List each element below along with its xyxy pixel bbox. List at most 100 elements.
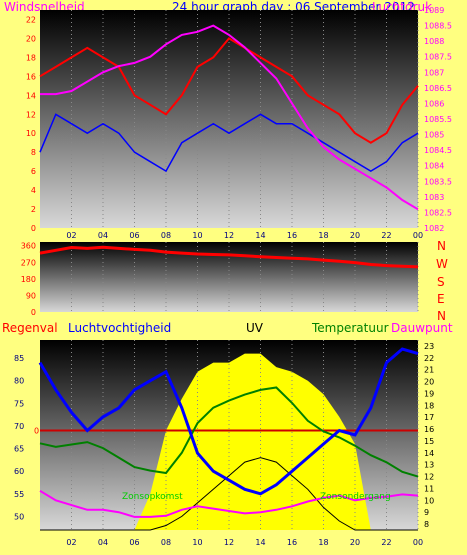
direction-y-tick: 360 — [21, 242, 36, 251]
wind-x-tick: 14 — [255, 231, 265, 240]
wind-x-tick: 22 — [381, 231, 391, 240]
humidity-x-tick: 00 — [413, 538, 423, 547]
wind-avg-line — [39, 113, 419, 173]
temperature-y-tick: 19 — [424, 389, 434, 398]
wind-y-tick: 2 — [31, 205, 36, 214]
uv-label: UV — [246, 321, 263, 335]
humidity-x-tick: 04 — [98, 538, 108, 547]
wind-y-tick: 6 — [31, 167, 36, 176]
temperature-y-tick: 9 — [424, 508, 429, 517]
humidity-x-tick: 20 — [350, 538, 360, 547]
temperature-y-tick: 16 — [424, 425, 434, 434]
wind-y-tick: 22 — [26, 15, 36, 24]
wind-x-tick: 10 — [192, 231, 202, 240]
temperature-line — [39, 386, 419, 478]
direction-letter-e: E — [437, 292, 445, 306]
pressure-y-tick: 1082.5 — [424, 208, 452, 217]
wind-x-tick: 00 — [413, 231, 423, 240]
humidity-y-tick: 50 — [14, 512, 24, 521]
wind-y-tick: 18 — [26, 53, 36, 62]
humidity-x-tick: 22 — [381, 538, 391, 547]
wind-y-tick: 0 — [31, 224, 36, 233]
pressure-y-tick: 1088 — [424, 37, 444, 46]
temperature-y-tick: 8 — [424, 520, 429, 529]
temperature-y-tick: 15 — [424, 437, 434, 446]
humidity-y-tick: 80 — [14, 377, 24, 386]
wind-x-tick: 18 — [318, 231, 328, 240]
humidity-x-tick: 10 — [192, 538, 202, 547]
wind-x-tick: 06 — [129, 231, 139, 240]
wind-y-tick: 16 — [26, 72, 36, 81]
rain-label: Regenval — [2, 321, 58, 335]
pressure-y-tick: 1085 — [424, 131, 444, 140]
temperature-y-tick: 18 — [424, 401, 434, 410]
wind-y-tick: 4 — [31, 186, 36, 195]
temperature-y-tick: 22 — [424, 354, 434, 363]
solar-line — [40, 457, 418, 531]
temperature-label: Temperatuur — [312, 321, 389, 335]
pressure-y-tick: 1086 — [424, 99, 444, 108]
temperature-y-tick: 17 — [424, 413, 434, 422]
direction-y-tick: 0 — [31, 308, 36, 317]
wind-x-tick: 04 — [98, 231, 108, 240]
humidity-x-tick: 02 — [66, 538, 76, 547]
pressure-y-tick: 1084 — [424, 162, 444, 171]
wind-y-tick: 14 — [26, 91, 36, 100]
humidity-y-tick: 55 — [14, 490, 24, 499]
pressure-y-tick: 1083 — [424, 193, 444, 202]
temperature-y-tick: 20 — [424, 378, 434, 387]
pressure-y-tick: 1086.5 — [424, 84, 452, 93]
wind-gust-line — [39, 37, 419, 144]
pressure-y-tick: 1082 — [424, 224, 444, 233]
temperature-y-tick: 14 — [424, 449, 434, 458]
direction-letter-w: W — [436, 257, 448, 271]
humidity-line — [38, 347, 419, 496]
humidity-x-tick: 16 — [287, 538, 297, 547]
direction-plot-area — [40, 242, 418, 312]
wind-x-tick: 20 — [350, 231, 360, 240]
sunset-label: Zonsondergang — [320, 492, 391, 502]
pressure-y-tick: 1087.5 — [424, 53, 452, 62]
pressure-y-tick: 1088.5 — [424, 22, 452, 31]
wind-y-tick: 10 — [26, 129, 36, 138]
direction-letter-n2: N — [437, 309, 446, 323]
humidity-x-tick: 08 — [161, 538, 171, 547]
pressure-y-tick: 1085.5 — [424, 115, 452, 124]
pressure-y-tick: 1084.5 — [424, 146, 452, 155]
humidity-x-tick: 14 — [255, 538, 265, 547]
wind-y-tick: 20 — [26, 34, 36, 43]
dewpoint-label: Dauwpunt — [391, 321, 453, 335]
wind-y-tick: 12 — [26, 110, 36, 119]
sunrise-label: Zonsopkomst — [122, 492, 183, 502]
direction-y-tick: 270 — [21, 258, 36, 267]
pressure-line — [40, 24, 419, 211]
direction-y-tick: 90 — [26, 291, 36, 300]
direction-letter-s: S — [437, 275, 445, 289]
temperature-y-tick: 10 — [424, 496, 434, 505]
wind-x-tick: 16 — [287, 231, 297, 240]
humidity-label: Luchtvochtigheid — [68, 321, 172, 335]
humidity-y-tick: 85 — [14, 354, 24, 363]
direction-letter-n1: N — [437, 239, 446, 253]
humidity-x-tick: 12 — [224, 538, 234, 547]
pressure-y-tick: 1087 — [424, 68, 444, 77]
temperature-y-tick: 12 — [424, 473, 434, 482]
direction-line — [39, 245, 419, 269]
humidity-x-tick: 06 — [129, 538, 139, 547]
dewpoint-line — [39, 489, 419, 518]
humidity-x-tick: 18 — [318, 538, 328, 547]
humidity-y-tick: 75 — [14, 399, 24, 408]
rain-y-tick: 0 — [34, 426, 39, 435]
temperature-y-tick: 21 — [424, 366, 434, 375]
temperature-y-tick: 13 — [424, 461, 434, 470]
direction-y-tick: 180 — [21, 275, 36, 284]
pressure-y-tick: 1089 — [424, 6, 444, 15]
temperature-y-tick: 11 — [424, 484, 434, 493]
wind-x-tick: 02 — [66, 231, 76, 240]
wind-x-tick: 08 — [161, 231, 171, 240]
humidity-y-tick: 70 — [14, 422, 24, 431]
wind-x-tick: 12 — [224, 231, 234, 240]
wind-y-tick: 8 — [31, 148, 36, 157]
humidity-y-tick: 65 — [14, 445, 24, 454]
